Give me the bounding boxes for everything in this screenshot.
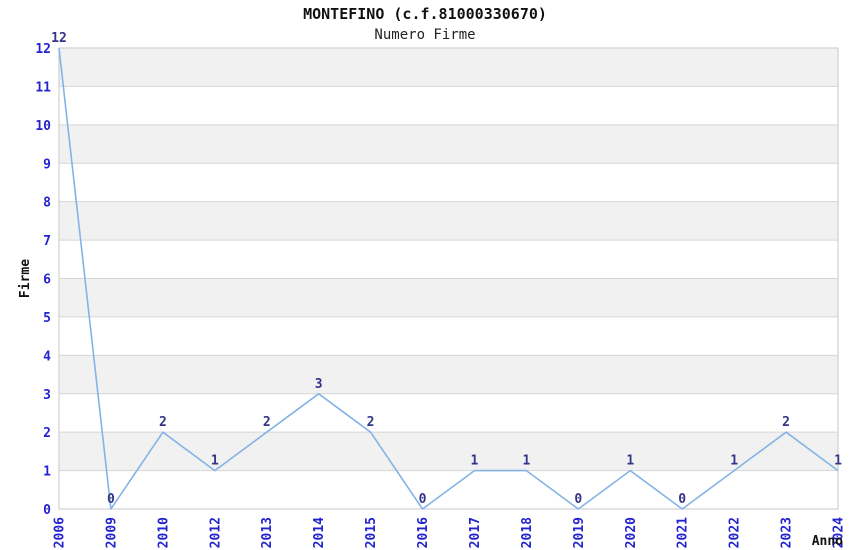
plot-border xyxy=(58,47,839,510)
y-tick-label: 0 xyxy=(43,503,51,518)
chart-title: MONTEFINO (c.f.81000330670) xyxy=(303,5,547,23)
y-tick-label: 6 xyxy=(43,273,51,288)
x-tick-label: 2012 xyxy=(208,517,223,548)
grid-band xyxy=(59,355,838,394)
data-label: 1 xyxy=(471,454,479,469)
y-axis-title: Firme xyxy=(18,259,33,298)
x-tick-label: 2020 xyxy=(624,517,639,548)
data-line xyxy=(58,47,839,510)
y-tick-label: 3 xyxy=(43,388,51,403)
grid-band xyxy=(59,201,838,241)
x-tick-label: 2021 xyxy=(676,517,691,548)
x-tick-label: 2019 xyxy=(572,517,587,548)
x-tick-label: 2015 xyxy=(364,517,379,548)
grid-band xyxy=(59,124,838,164)
y-tick-label: 11 xyxy=(35,80,51,95)
data-label: 0 xyxy=(419,492,427,507)
chart-subtitle: Numero Firme xyxy=(374,27,476,43)
data-label: 1 xyxy=(626,454,634,469)
y-tick-label: 4 xyxy=(43,349,51,364)
x-tick-label: 2022 xyxy=(728,517,743,548)
x-axis-title: Anno xyxy=(812,534,843,549)
x-tick-label: 2018 xyxy=(520,517,535,548)
data-label: 3 xyxy=(315,377,323,392)
x-tick-label: 2023 xyxy=(780,517,795,548)
data-label: 1 xyxy=(834,454,842,469)
x-tick-label: 2010 xyxy=(156,517,171,548)
data-label: 2 xyxy=(782,415,790,430)
y-tick-label: 7 xyxy=(43,234,51,249)
x-tick-label: 2009 xyxy=(104,517,119,548)
x-tick-label: 2006 xyxy=(53,517,68,548)
x-tick-label: 2016 xyxy=(416,517,431,548)
y-tick-label: 2 xyxy=(43,426,51,441)
y-tick-label: 8 xyxy=(43,196,51,211)
x-tick-label: 2014 xyxy=(312,517,327,548)
grid-band xyxy=(59,278,838,317)
data-label: 1 xyxy=(522,454,530,469)
data-label: 0 xyxy=(678,492,686,507)
x-tick-label: 2017 xyxy=(468,517,483,548)
grid-band xyxy=(59,48,838,87)
y-tick-label: 1 xyxy=(43,465,51,480)
data-label: 2 xyxy=(263,415,271,430)
data-label: 12 xyxy=(51,31,67,46)
y-tick-label: 9 xyxy=(43,157,51,172)
y-tick-label: 10 xyxy=(35,119,51,134)
data-label: 1 xyxy=(211,454,219,469)
data-label: 2 xyxy=(367,415,375,430)
data-label: 0 xyxy=(574,492,582,507)
data-label: 2 xyxy=(159,415,167,430)
y-tick-label: 12 xyxy=(35,42,51,57)
data-label: 0 xyxy=(107,492,115,507)
x-tick-label: 2024 xyxy=(832,517,847,548)
y-tick-label: 5 xyxy=(43,311,51,326)
grid-band xyxy=(59,432,838,471)
data-label: 1 xyxy=(730,454,738,469)
x-tick-label: 2013 xyxy=(260,517,275,548)
